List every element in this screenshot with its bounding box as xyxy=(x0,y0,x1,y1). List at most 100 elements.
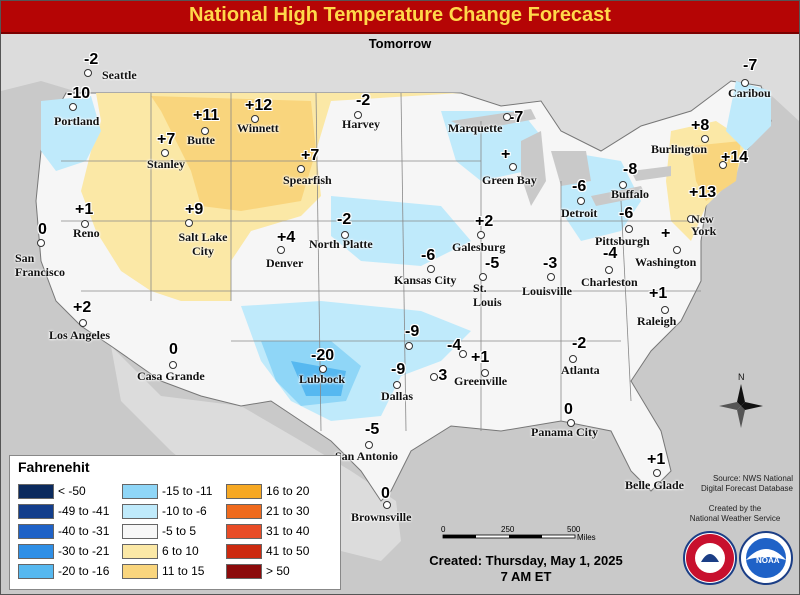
legend-label: 11 to 15 xyxy=(162,564,205,578)
city-value: -2 xyxy=(572,335,587,352)
city-name: Caribou xyxy=(728,86,771,100)
city-dot xyxy=(653,469,661,477)
city-name: Detroit xyxy=(561,206,598,220)
city-dot xyxy=(365,441,373,449)
legend-item: -15 to -11 xyxy=(122,484,222,499)
created-date: Created: Thursday, May 1, 2025 xyxy=(429,553,623,568)
city-name: Panama City xyxy=(531,425,598,439)
city-value: +1 xyxy=(649,285,668,302)
city-name: Portland xyxy=(54,114,100,128)
legend-item: > 50 xyxy=(226,564,326,579)
city-dot xyxy=(605,266,613,274)
city-value: -5 xyxy=(365,421,380,438)
city-dot xyxy=(297,165,305,173)
city-value: +8 xyxy=(691,117,710,134)
scale-unit: Miles xyxy=(577,533,596,542)
city-dot xyxy=(569,355,577,363)
city-value: +1 xyxy=(647,451,666,468)
city-dot xyxy=(577,197,585,205)
city-name: Seattle xyxy=(102,68,137,82)
legend-item: -20 to -16 xyxy=(18,564,118,579)
city-dot xyxy=(277,246,285,254)
city-value: -2 xyxy=(84,51,99,68)
city-value: + xyxy=(661,225,671,242)
legend-item: 31 to 40 xyxy=(226,524,326,539)
legend-item: 16 to 20 xyxy=(226,484,326,499)
created-stamp: Created: Thursday, May 1, 2025 7 AM ET xyxy=(401,553,651,585)
nws-logo xyxy=(683,531,737,585)
city-name: Burlington xyxy=(651,142,708,156)
city-value: -6 xyxy=(421,247,436,264)
city-dot xyxy=(567,419,575,427)
legend-item: -49 to -41 xyxy=(18,504,118,519)
city-value: +12 xyxy=(245,97,273,114)
city-dot xyxy=(81,220,89,228)
city-value: + xyxy=(501,146,511,163)
city-dot xyxy=(84,69,92,77)
city-value: +2 xyxy=(475,213,494,230)
legend: Fahrenehit < -50 -49 to -41 -40 to -31 -30 … xyxy=(9,455,341,590)
city-dot xyxy=(625,225,633,233)
city-name: Spearfish xyxy=(283,173,332,187)
city-dot xyxy=(354,111,362,119)
city-name: Butte xyxy=(187,133,215,147)
legend-label: 31 to 40 xyxy=(266,524,310,538)
legend-item: 11 to 15 xyxy=(122,564,222,579)
city-value: -6 xyxy=(572,178,587,195)
legend-swatch xyxy=(122,504,158,519)
city-value: -2 xyxy=(356,92,371,109)
legend-swatch xyxy=(18,484,54,499)
city-dot xyxy=(161,149,169,157)
city-name: Dallas xyxy=(381,389,414,403)
legend-item: -30 to -21 xyxy=(18,544,118,559)
city-name: Winnett xyxy=(237,121,279,135)
city-value: 0 xyxy=(564,401,573,418)
city-value: +13 xyxy=(689,184,717,201)
legend-label: 6 to 10 xyxy=(162,544,199,558)
city-value: -4 xyxy=(447,337,462,354)
legend-item: < -50 xyxy=(18,484,118,499)
city-dot xyxy=(673,246,681,254)
city-value: -4 xyxy=(603,245,618,262)
city-dot xyxy=(251,115,259,123)
forecast-period: Tomorrow xyxy=(368,36,432,51)
city-dot xyxy=(405,342,413,350)
legend-swatch xyxy=(122,564,158,579)
noaa-logo: NOAA xyxy=(739,531,793,585)
city-name: New York xyxy=(691,212,717,238)
city-name: Kansas City xyxy=(394,273,457,287)
legend-swatch xyxy=(122,544,158,559)
city-dot xyxy=(509,163,517,171)
city-name: Marquette xyxy=(448,121,503,135)
created-by-line: Created by the xyxy=(708,504,762,513)
city-name: Lubbock xyxy=(299,372,346,386)
title-bar: National High Temperature Change Forecas… xyxy=(1,1,799,34)
city-value: -7 xyxy=(743,57,758,74)
scale-tick-500: 500 xyxy=(567,525,581,534)
city-dot xyxy=(341,231,349,239)
city-dot xyxy=(393,381,401,389)
legend-swatch xyxy=(18,504,54,519)
city-value: 0 xyxy=(169,341,178,358)
source-note: Source: NWS National Digital Forecast Da… xyxy=(673,474,793,494)
city-dot xyxy=(719,161,727,169)
city-value: -3 xyxy=(543,255,558,272)
legend-swatch xyxy=(226,564,262,579)
created-by: Created by the National Weather Service xyxy=(677,504,793,524)
legend-label: -40 to -31 xyxy=(58,524,110,538)
legend-label: -10 to -6 xyxy=(162,504,207,518)
city-value: +11 xyxy=(193,107,220,124)
legend-label: -20 to -16 xyxy=(58,564,110,578)
city-name: Los Angeles xyxy=(49,328,111,342)
city-name: Stanley xyxy=(147,157,186,171)
city-dot xyxy=(481,369,489,377)
city-value: -9 xyxy=(405,323,420,340)
city-value: +1 xyxy=(75,201,94,218)
legend-swatch xyxy=(226,484,262,499)
legend-label: -49 to -41 xyxy=(58,504,110,518)
city-value: +14 xyxy=(721,149,749,166)
city-value: +7 xyxy=(301,147,320,164)
legend-swatch xyxy=(122,484,158,499)
city-dot xyxy=(547,273,555,281)
city-name: Charleston xyxy=(581,275,638,289)
